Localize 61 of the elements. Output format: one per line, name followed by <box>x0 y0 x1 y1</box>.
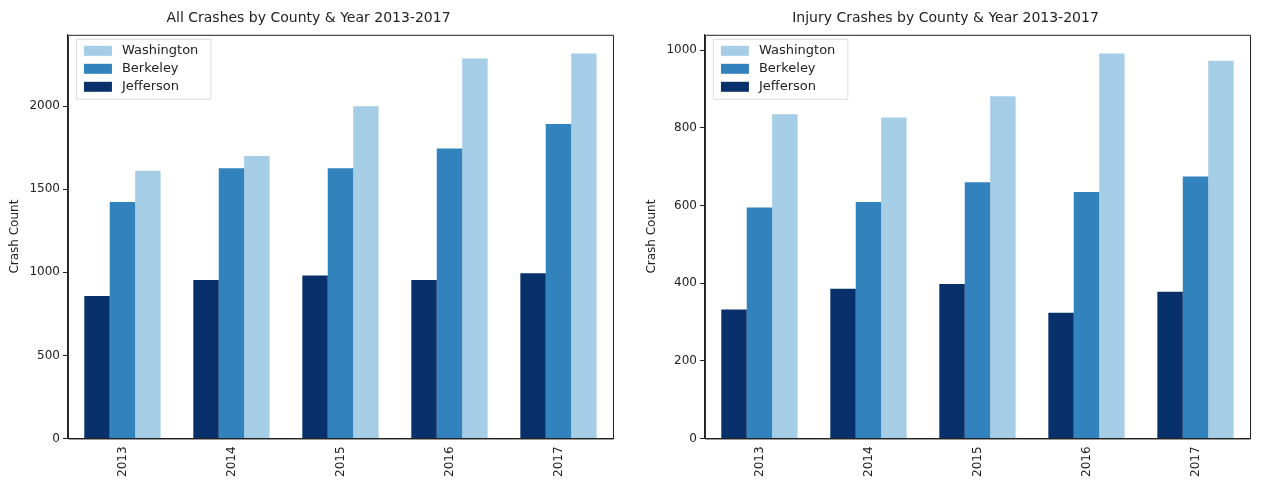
bar <box>327 168 354 438</box>
bar <box>218 168 245 438</box>
bar <box>964 182 991 438</box>
bar <box>746 207 773 438</box>
bar <box>721 309 747 438</box>
y-axis-title: Crash Count <box>7 199 22 274</box>
bar <box>1208 60 1234 438</box>
legend-label: Jefferson <box>120 78 180 94</box>
chart-title: All Crashes by County & Year 2013-2017 <box>166 9 451 26</box>
y-tick-label: 0 <box>52 430 60 445</box>
y-tick-label: 800 <box>674 120 697 135</box>
bar <box>411 279 437 438</box>
x-tick-label: 2017 <box>1187 446 1202 478</box>
y-tick-label: 0 <box>689 430 697 445</box>
legend-label: Washington <box>121 42 199 58</box>
legend-label: Berkeley <box>758 60 816 76</box>
bar <box>109 202 136 438</box>
bar <box>302 275 328 438</box>
legend-label: Berkeley <box>121 60 179 76</box>
x-tick-label: 2016 <box>1078 446 1093 478</box>
bar <box>193 279 219 438</box>
legend-label: Washington <box>758 42 836 58</box>
y-tick-label: 2000 <box>29 98 60 113</box>
x-tick-label: 2015 <box>332 446 347 478</box>
bar <box>1157 291 1183 438</box>
bar <box>462 58 488 438</box>
bar <box>1182 176 1209 438</box>
chart-title: Injury Crashes by County & Year 2013-2017 <box>792 9 1099 26</box>
bar <box>571 53 597 438</box>
y-tick-label: 1000 <box>666 42 697 57</box>
bar <box>939 283 965 438</box>
legend-label: Jefferson <box>757 78 817 94</box>
bar <box>855 202 882 438</box>
y-axis-title: Crash Count <box>644 199 659 274</box>
bar <box>881 117 907 438</box>
x-tick-label: 2017 <box>550 446 565 478</box>
x-tick-label: 2013 <box>751 446 766 478</box>
y-tick-label: 1500 <box>29 181 60 196</box>
bar <box>545 124 572 438</box>
x-tick-label: 2013 <box>114 446 129 478</box>
bar <box>436 148 463 438</box>
x-tick-label: 2014 <box>223 446 238 478</box>
x-tick-label: 2015 <box>969 446 984 478</box>
bar <box>830 288 856 438</box>
bar <box>353 106 379 438</box>
bar <box>1099 53 1125 438</box>
bar <box>84 296 110 438</box>
bar <box>135 170 161 438</box>
y-tick-label: 500 <box>37 347 60 362</box>
bar <box>772 114 798 438</box>
bar <box>990 96 1016 438</box>
bar <box>1073 192 1100 438</box>
bar <box>520 273 546 438</box>
y-tick-label: 400 <box>674 275 697 290</box>
bar <box>1048 312 1074 438</box>
bar <box>244 156 270 438</box>
x-tick-label: 2016 <box>441 446 456 478</box>
y-tick-label: 600 <box>674 197 697 212</box>
y-tick-label: 1000 <box>29 264 60 279</box>
y-tick-label: 200 <box>674 352 697 367</box>
x-tick-label: 2014 <box>860 446 875 478</box>
